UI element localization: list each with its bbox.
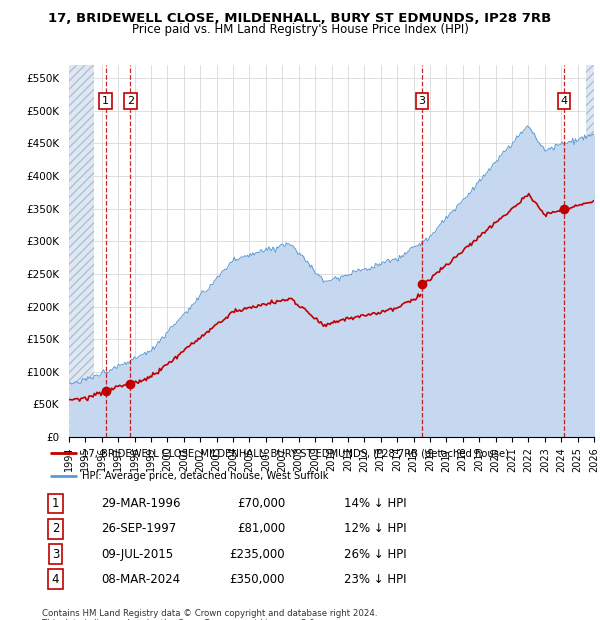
Bar — [586, 65, 594, 437]
Text: 2: 2 — [127, 96, 134, 106]
Text: £235,000: £235,000 — [229, 547, 285, 560]
Text: 14% ↓ HPI: 14% ↓ HPI — [344, 497, 407, 510]
Text: 4: 4 — [560, 96, 568, 106]
Text: 26-SEP-1997: 26-SEP-1997 — [101, 522, 176, 535]
Text: 1: 1 — [52, 497, 59, 510]
Text: 4: 4 — [52, 573, 59, 586]
Text: 29-MAR-1996: 29-MAR-1996 — [101, 497, 181, 510]
Text: 1: 1 — [102, 96, 109, 106]
Text: 3: 3 — [419, 96, 425, 106]
Text: £350,000: £350,000 — [229, 573, 285, 586]
Text: 09-JUL-2015: 09-JUL-2015 — [101, 547, 173, 560]
Text: 17, BRIDEWELL CLOSE, MILDENHALL, BURY ST EDMUNDS, IP28 7RB (detached house): 17, BRIDEWELL CLOSE, MILDENHALL, BURY ST… — [83, 448, 509, 458]
Text: 26% ↓ HPI: 26% ↓ HPI — [344, 547, 407, 560]
Text: Price paid vs. HM Land Registry's House Price Index (HPI): Price paid vs. HM Land Registry's House … — [131, 23, 469, 36]
Bar — [69, 65, 94, 437]
Text: 23% ↓ HPI: 23% ↓ HPI — [344, 573, 407, 586]
Text: HPI: Average price, detached house, West Suffolk: HPI: Average price, detached house, West… — [83, 471, 329, 480]
Text: 17, BRIDEWELL CLOSE, MILDENHALL, BURY ST EDMUNDS, IP28 7RB: 17, BRIDEWELL CLOSE, MILDENHALL, BURY ST… — [49, 12, 551, 25]
Text: 3: 3 — [52, 547, 59, 560]
Text: 12% ↓ HPI: 12% ↓ HPI — [344, 522, 407, 535]
Text: 2: 2 — [52, 522, 59, 535]
Text: £70,000: £70,000 — [237, 497, 285, 510]
Text: £81,000: £81,000 — [237, 522, 285, 535]
Text: Contains HM Land Registry data © Crown copyright and database right 2024.
This d: Contains HM Land Registry data © Crown c… — [42, 609, 377, 620]
Text: 08-MAR-2024: 08-MAR-2024 — [101, 573, 181, 586]
